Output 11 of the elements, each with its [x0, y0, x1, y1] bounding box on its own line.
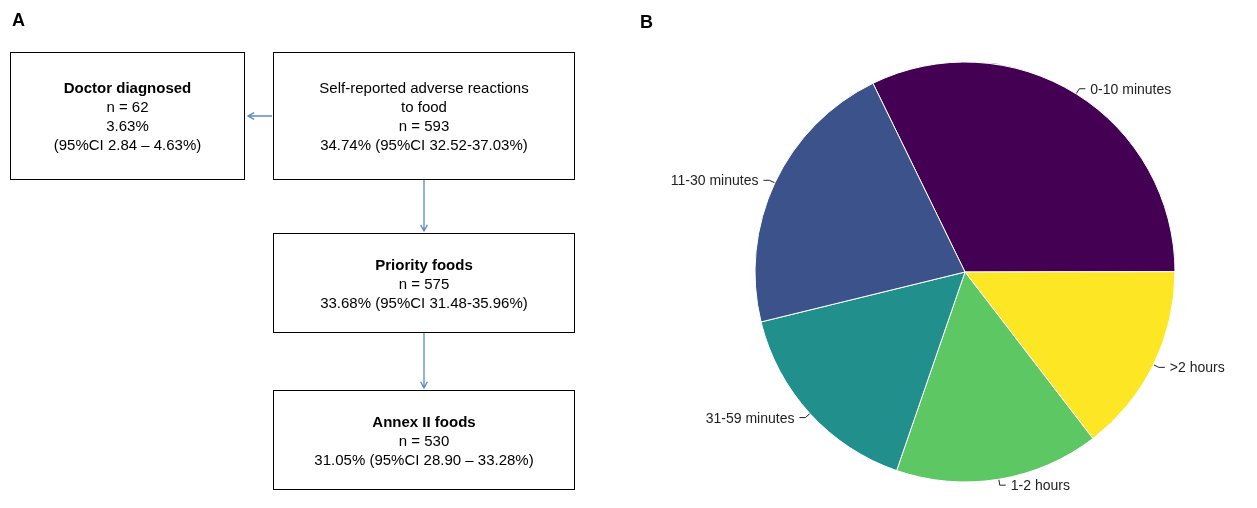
- text: Doctor diagnosed n = 62 3.63% (95%CI 2.84 – 4.63%): [53, 78, 202, 154]
- text: Self-reported adverse reactions to food n = 593 34.74% (95%CI 32.52-37.03%): [319, 78, 529, 154]
- slice-label: 11-30 minutes: [670, 172, 759, 189]
- chart-title: B: [640, 12, 653, 32]
- slice-label: 1-2 hours: [1010, 477, 1070, 494]
- text: A: [12, 10, 25, 31]
- text: Priority foods n = 575 33.68% (95%CI 31.48-35.96%): [320, 254, 528, 312]
- slice-label: 0-10 minutes: [1090, 80, 1172, 97]
- slice-label: 31-59 minutes: [705, 409, 795, 426]
- slice-label: >2 hours: [1169, 359, 1225, 376]
- text: Annex II foods n = 530 31.05% (95%CI 28.90 – 33.28%): [314, 411, 534, 469]
